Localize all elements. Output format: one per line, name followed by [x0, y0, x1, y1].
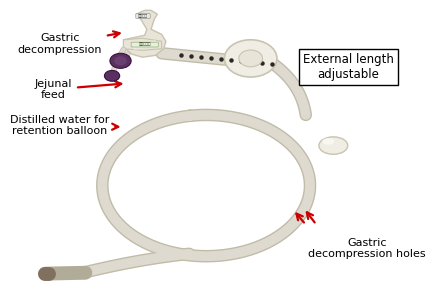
Circle shape — [114, 56, 127, 65]
Text: Distilled water for
retention balloon: Distilled water for retention balloon — [10, 115, 118, 136]
Polygon shape — [132, 40, 160, 50]
Text: 空肠注入口: 空肠注入口 — [139, 43, 151, 47]
Text: External length
adjustable: External length adjustable — [303, 53, 394, 81]
Ellipse shape — [319, 137, 348, 154]
FancyBboxPatch shape — [136, 14, 150, 18]
Text: Gastric
decompression: Gastric decompression — [18, 31, 120, 55]
FancyBboxPatch shape — [131, 42, 158, 47]
Circle shape — [239, 50, 263, 67]
Polygon shape — [124, 10, 166, 57]
Circle shape — [224, 40, 277, 77]
Polygon shape — [124, 38, 161, 50]
Ellipse shape — [322, 138, 334, 145]
Text: Gastric
decompression holes: Gastric decompression holes — [308, 238, 426, 259]
Text: Jejunal
feed: Jejunal feed — [35, 79, 121, 100]
Circle shape — [110, 53, 131, 68]
Text: 胃减压口: 胃减压口 — [138, 14, 148, 18]
Circle shape — [104, 70, 120, 81]
